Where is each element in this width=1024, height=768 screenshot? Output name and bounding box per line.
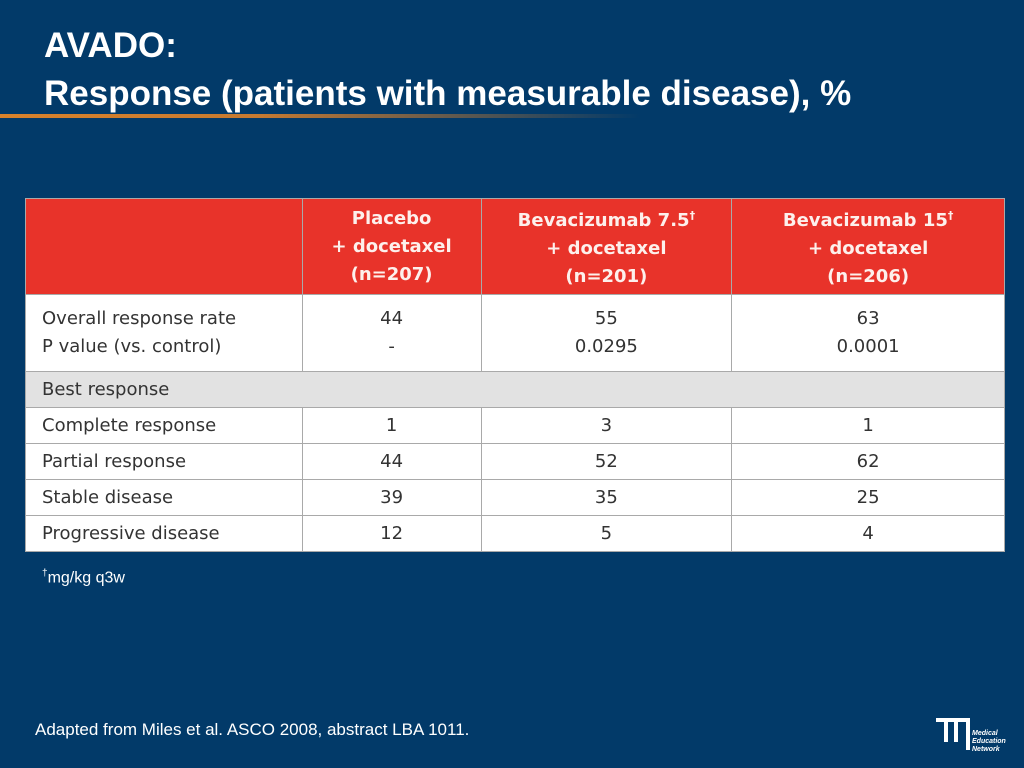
cell: 1 [301,407,482,444]
cell-line: 0.0295 [574,336,638,357]
cell-line: - [388,336,395,357]
row-label: Partial response [25,443,303,480]
source: Adapted from Miles et al. ASCO 2008, abs… [35,720,470,739]
logo-line: Medical [972,730,998,737]
cell: 62 [731,443,1005,480]
label-line: Overall response rate [42,308,237,329]
title-line: Response (patients with measurable disea… [44,74,852,113]
header-sup: † [689,209,696,222]
header-sup: † [947,209,954,222]
row-label: Complete response [25,407,303,444]
cell: 12 [301,515,482,552]
header-cell: Bevacizumab 15† + docetaxel (n=206) [731,198,1005,295]
footnote-mark: † [42,568,48,579]
table-row: Overall response rate P value (vs. contro… [25,294,1005,372]
cell: 1 [731,407,1005,444]
header-text: Bevacizumab 7.5 [517,210,690,231]
header-line: Bevacizumab 7.5† [482,202,732,235]
row-label: Overall response rate P value (vs. contro… [25,294,303,372]
cell: 52 [480,443,733,480]
table-row: Partial response 44 52 62 [25,443,1005,480]
header-text: Placebo [351,207,432,229]
cell: 63 0.0001 [731,294,1005,372]
header-line: (n=206) [827,266,910,287]
label-line: P value (vs. control) [42,336,222,357]
header-text: Bevacizumab 15 [782,210,948,231]
cell-line: 44 [380,308,404,329]
row-label: Stable disease [25,479,303,516]
cell-line: 55 [594,308,618,329]
title-rule [0,114,640,118]
header-row: Placebo + docetaxel (n=207) Bevacizumab 7.5… [25,198,1005,295]
header-line: (n=207) [350,263,433,285]
header-line: + docetaxel [808,238,929,259]
cell-line: 0.0001 [836,336,900,357]
title: AVADO: Response (patients with measurabl… [44,22,851,118]
cell: 44 - [301,294,482,372]
cell-line: 63 [856,308,880,329]
cell: 44 [301,443,482,480]
section-label: Best response [25,371,1005,408]
footnote-text: mg/kg q3w [47,569,125,587]
cell: 4 [731,515,1005,552]
header-cell [25,198,303,295]
cell: 5 [480,515,733,552]
header-cell: Placebo + docetaxel (n=207) [301,198,482,295]
header-line: + docetaxel [331,235,452,257]
logo-line: Network [972,746,1000,753]
table-row: Complete response 1 3 1 [25,407,1005,444]
table-body: Placebo + docetaxel (n=207) Bevacizumab 7.5… [25,198,1005,552]
logo-mark [936,718,970,750]
header-cell: Bevacizumab 7.5† + docetaxel (n=201) [480,198,733,295]
header-line: + docetaxel [546,238,667,259]
header-line: (n=201) [565,266,648,287]
footnote: †mg/kg q3w [42,568,125,587]
cell: 35 [480,479,733,516]
header-line: Bevacizumab 15† [732,202,1004,235]
logo: Medical Education Network [932,706,1012,758]
cell: 25 [731,479,1005,516]
logo-text: Medical Education Network [972,730,1006,754]
table-row: Stable disease 39 35 25 [25,479,1005,516]
cell: 3 [480,407,733,444]
table-row: Progressive disease 12 5 4 [25,515,1005,552]
title-line: AVADO: [44,26,177,65]
cell: 39 [301,479,482,516]
cell: 55 0.0295 [480,294,733,372]
response-table: Placebo + docetaxel (n=207) Bevacizumab 7.5… [25,198,1005,552]
row-label: Progressive disease [25,515,303,552]
logo-line: Education [972,738,1006,745]
logo-shape [936,718,970,750]
header-line: Placebo [303,205,481,233]
section-row: Best response [25,371,1005,408]
